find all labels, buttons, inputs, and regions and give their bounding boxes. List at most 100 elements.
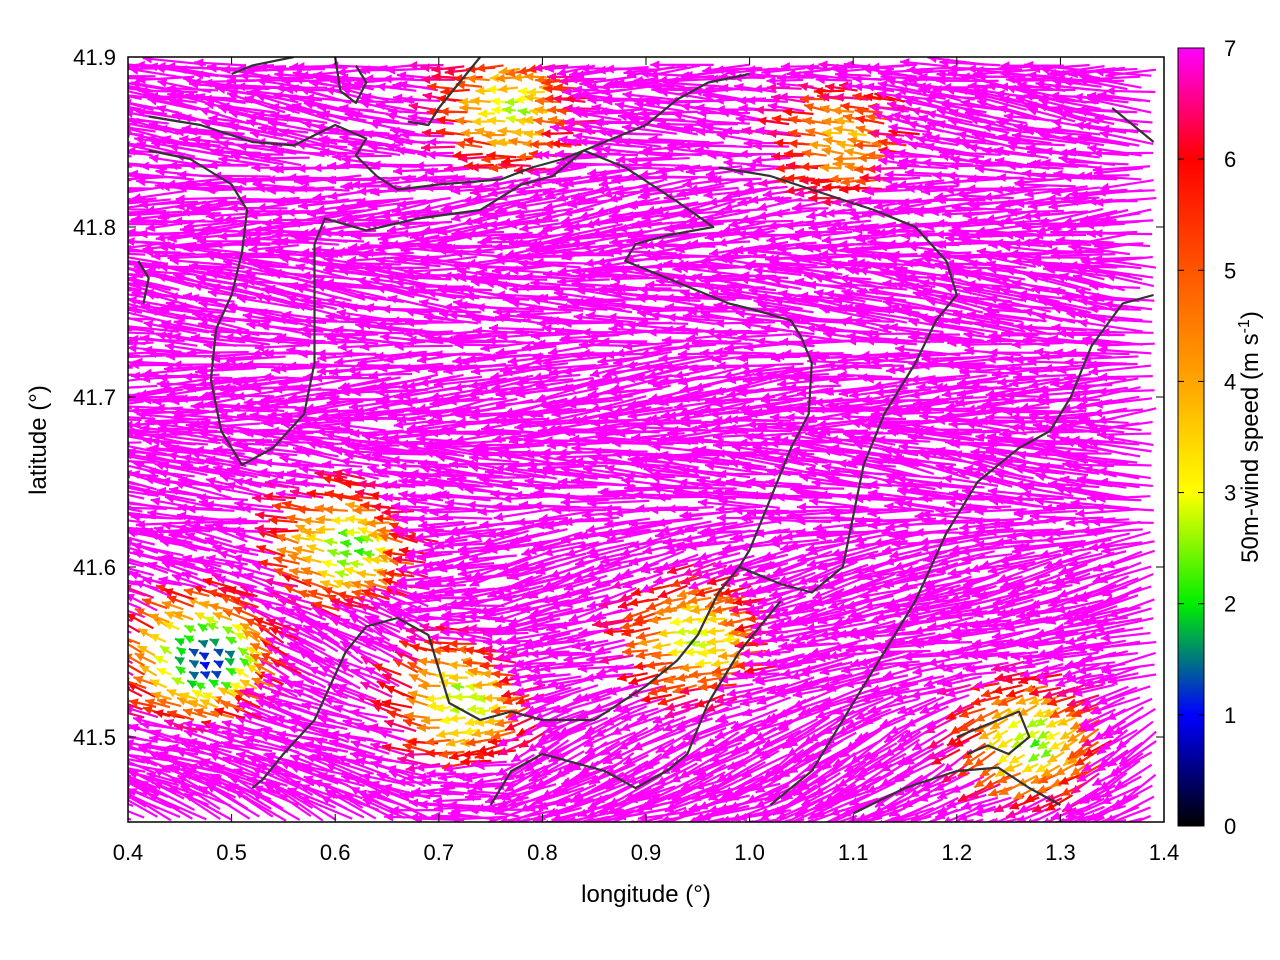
wind-vector — [128, 718, 129, 720]
wind-vector — [128, 297, 133, 301]
wind-vector — [960, 796, 999, 811]
wind-vector — [475, 761, 517, 771]
wind-vector — [724, 749, 780, 783]
wind-vector — [234, 667, 250, 678]
wind-vector — [128, 787, 145, 796]
wind-vector — [128, 430, 130, 433]
wind-vector — [128, 418, 142, 421]
wind-vector — [187, 763, 236, 777]
wind-vector — [689, 818, 699, 822]
wind-vector — [196, 493, 248, 503]
wind-vector — [1111, 751, 1153, 775]
wind-vector — [538, 783, 597, 811]
wind-vector — [323, 505, 348, 515]
wind-vector — [687, 595, 712, 605]
wind-vector — [350, 739, 390, 755]
wind-vector — [304, 753, 350, 766]
wind-vector — [648, 615, 672, 625]
wind-vector — [211, 670, 222, 680]
wind-vector — [128, 697, 130, 701]
wind-vector — [197, 622, 208, 633]
wind-vector — [1081, 750, 1116, 773]
wind-vector — [498, 809, 556, 822]
wind-vector — [175, 646, 187, 657]
wind-vector — [679, 748, 729, 779]
wind-vector — [424, 737, 451, 747]
wind-vector — [780, 761, 829, 801]
wind-vector — [996, 772, 1022, 784]
wind-vector — [128, 779, 160, 797]
wind-vector — [339, 549, 352, 559]
wind-vector — [200, 670, 211, 680]
wind-vector — [198, 639, 209, 649]
wind-vector — [367, 790, 415, 811]
wind-vector — [973, 750, 996, 768]
wind-vector — [128, 197, 132, 201]
wind-vector — [148, 734, 186, 745]
wind-vector — [950, 775, 985, 794]
wind-vector — [1089, 281, 1141, 291]
wind-vector — [128, 753, 158, 767]
wind-vector — [327, 548, 341, 558]
wind-vector — [1021, 763, 1039, 773]
wind-vector — [904, 762, 946, 793]
wind-vector — [128, 746, 154, 754]
wind-vector — [128, 155, 132, 158]
wind-vector — [247, 754, 297, 767]
wind-vector — [835, 814, 858, 822]
wind-vector — [1123, 817, 1143, 822]
wind-vector — [692, 751, 750, 776]
wind-vector — [1099, 759, 1141, 791]
wind-vector — [464, 792, 506, 802]
wind-vector — [730, 797, 789, 822]
wind-vector — [434, 703, 451, 713]
wind-vector — [858, 760, 909, 792]
wind-vector — [973, 796, 1012, 811]
wind-vector — [240, 739, 289, 753]
wind-vector — [670, 617, 686, 627]
wind-vector — [1009, 796, 1040, 810]
wind-vector — [344, 527, 361, 537]
wind-vector — [63, 255, 127, 268]
wind-vector — [688, 794, 750, 812]
wind-vector — [128, 810, 145, 819]
wind-vector — [756, 818, 779, 822]
wind-vector — [1081, 353, 1139, 363]
wind-vector — [128, 252, 131, 255]
wind-vector — [331, 516, 349, 526]
wind-vector — [128, 775, 158, 789]
wind-vector — [389, 805, 442, 815]
wind-vector — [816, 751, 872, 784]
wind-vector — [741, 754, 789, 778]
wind-vector — [825, 805, 859, 822]
wind-vector — [438, 749, 465, 759]
wind-vector — [156, 667, 172, 677]
wind-vector — [360, 772, 402, 785]
wind-vector — [560, 764, 612, 786]
wind-vector — [699, 140, 752, 150]
wind-vector — [1040, 764, 1061, 778]
wind-vector — [973, 772, 996, 789]
wind-vector — [1004, 762, 1023, 773]
wind-vector — [128, 319, 129, 323]
wind-vector — [297, 183, 350, 193]
wind-vector — [1065, 797, 1105, 819]
wind-vector — [1040, 748, 1053, 759]
wind-vector — [169, 733, 207, 745]
wind-vector — [1035, 762, 1052, 774]
wind-vector — [578, 815, 610, 822]
wind-vector — [1013, 731, 1028, 742]
wind-vector — [183, 634, 195, 644]
wind-vector — [594, 775, 649, 804]
wind-vector — [706, 626, 725, 636]
wind-vector — [222, 625, 235, 635]
wind-vector — [700, 804, 764, 821]
wind-vector — [453, 692, 469, 702]
wind-vector — [213, 659, 224, 669]
wind-vector — [128, 518, 130, 521]
wind-vector — [221, 729, 260, 743]
wind-vector — [69, 456, 127, 465]
wind-vector — [184, 624, 197, 634]
wind-vector — [1045, 794, 1074, 812]
